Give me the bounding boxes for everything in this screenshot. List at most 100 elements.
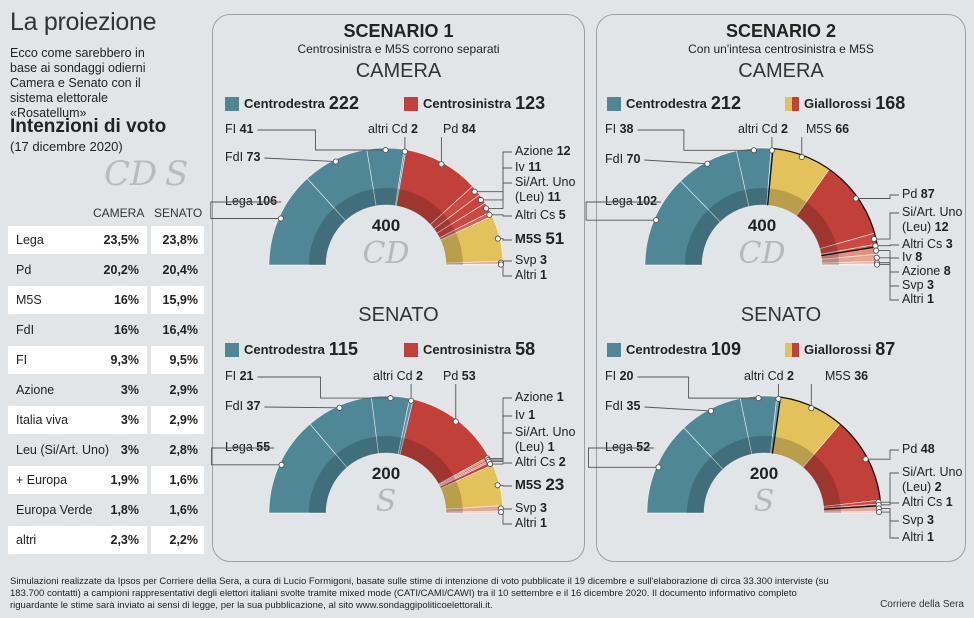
party-name: altri [16, 533, 37, 547]
leader-dot [494, 235, 501, 242]
leader-line [878, 472, 899, 503]
party-seats: 12 [935, 220, 949, 234]
leader-dot [408, 397, 415, 404]
party-seats: 11 [548, 190, 561, 204]
party-label: Svp 3 [515, 501, 547, 515]
party-label: Pd 87 [902, 187, 935, 201]
party-label: M5S 66 [806, 122, 849, 136]
party-name: Altri Cs [515, 455, 559, 469]
party-name: Azione [515, 390, 557, 404]
leader-dot [497, 261, 505, 268]
party-name: Lega [225, 440, 256, 454]
leader-line [876, 262, 899, 287]
party-name: FdI [16, 323, 35, 337]
inner-band [685, 188, 839, 265]
party-name: FdI [225, 150, 247, 164]
party-label: Svp 3 [902, 278, 934, 292]
party-seats: 37 [247, 399, 261, 413]
legend-label: Centrosinistra [423, 342, 512, 357]
senato-value: 1,6% [151, 466, 204, 494]
party-seats: 1 [946, 495, 953, 509]
leader-line [474, 151, 512, 193]
party-seats: 8 [944, 264, 951, 278]
party-name: Pd [16, 263, 32, 277]
party-name: FdI [225, 399, 247, 413]
table-row: altri 2,3% 2,2% [8, 526, 204, 554]
party-label: (Leu) 12 [902, 220, 949, 234]
party-name: Altri [902, 530, 927, 544]
leader-dot [750, 147, 757, 154]
party-name: Italia viva [16, 413, 69, 427]
leader-dot [486, 211, 493, 218]
leader-dot [497, 509, 505, 516]
chamber-title: CAMERA [738, 60, 824, 82]
leader-dot [336, 404, 343, 411]
leader-dot [387, 395, 394, 402]
party-name: Lega [605, 194, 636, 208]
leader-line [855, 194, 899, 199]
leader-line [874, 212, 899, 240]
leader-line [644, 406, 712, 412]
party-label: Lega 102 [605, 194, 657, 208]
total-seats: 200 [750, 464, 778, 483]
party-name: Pd [902, 442, 921, 456]
leader-line [264, 406, 340, 409]
party-name: Pd [443, 122, 462, 136]
legend-label: Centrodestra [626, 342, 707, 357]
party-seats: 1 [548, 440, 555, 454]
scenario-1-panel: SCENARIO 1 Centrosinistra e M5S corrono … [212, 14, 585, 562]
legend-value: 222 [328, 93, 359, 113]
party-seats: 3 [540, 253, 547, 267]
source-credit: Corriere della Sera [880, 599, 964, 610]
party-label: altri Cd 2 [738, 122, 788, 136]
party-seats: 2 [416, 369, 423, 383]
total-seats: 400 [748, 216, 776, 235]
leader-dot [768, 147, 775, 154]
party-name: Altri [902, 292, 927, 306]
party-seats: 55 [256, 440, 270, 454]
legend-item: Giallorossi 168 [785, 93, 905, 114]
scenario-title: SCENARIO 1 [343, 21, 454, 41]
party-name: M5S [825, 369, 854, 383]
leader-dot [755, 395, 762, 402]
leader-dot [873, 247, 880, 254]
column-header-camera: CAMERA [93, 206, 145, 220]
leader-dot [477, 196, 484, 204]
party-label: (Leu) 11 [515, 190, 561, 204]
party-seats: 2 [787, 369, 794, 383]
table-row: FdI 16% 16,4% [8, 316, 204, 344]
legend-item: Centrodestra 109 [607, 339, 741, 360]
camera-value: 3% [120, 383, 139, 397]
leader-dot [873, 254, 880, 261]
party-seats: 106 [256, 194, 277, 208]
party-name: altri Cd [373, 369, 416, 383]
party-label: altri Cd 2 [744, 369, 794, 383]
party-label: altri Cd 2 [373, 369, 423, 383]
party-name: + Europa [16, 473, 68, 487]
party-name: Altri Cs [902, 495, 946, 509]
leader-dot [862, 456, 869, 463]
table-row: Pd 20,2% 20,4% [8, 256, 204, 284]
party-seats: 5 [559, 208, 566, 222]
legend-swatch [225, 342, 239, 357]
party-seats: 38 [620, 122, 634, 136]
chamber-logo: CD [738, 236, 785, 271]
party-label: Altri 1 [902, 292, 934, 306]
legend-value: 58 [515, 339, 536, 359]
legend-swatch [225, 96, 239, 111]
legend-item: Centrosinistra 123 [404, 93, 545, 114]
party-name: Si/Art. Uno [902, 465, 962, 479]
party-name: Si/Art. Uno [515, 175, 575, 189]
party-label: FI 38 [605, 122, 634, 136]
party-label: Azione 12 [515, 144, 571, 158]
leader-dot [852, 195, 859, 202]
party-seats: 48 [921, 442, 935, 456]
leader-dot [775, 395, 782, 402]
giallorossi-outline [766, 147, 879, 257]
chamber-title: SENATO [358, 304, 439, 326]
leader-dot [873, 261, 881, 268]
party-seats: 3 [946, 237, 953, 251]
party-name: FdI [605, 399, 627, 413]
